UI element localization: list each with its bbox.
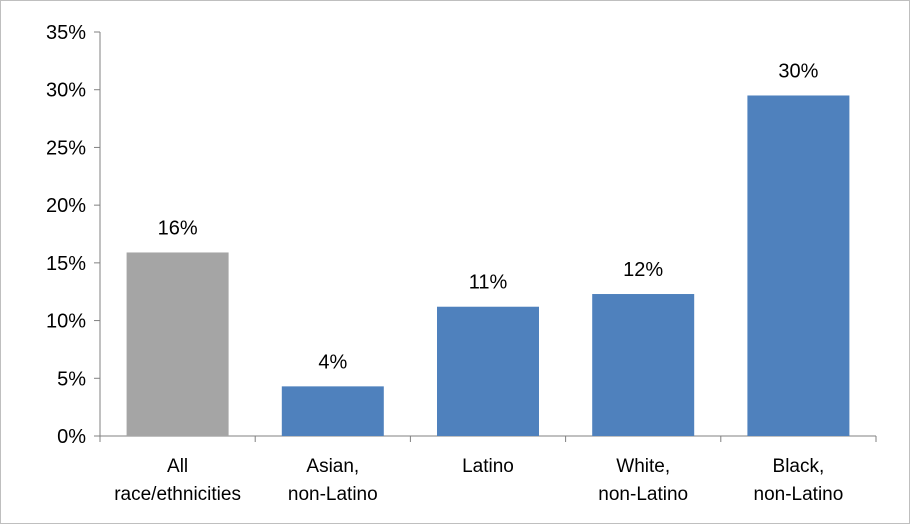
bar — [126, 252, 229, 436]
category-label: non-Latino — [288, 484, 378, 505]
y-tick-label: 10% — [46, 311, 86, 333]
data-label: 4% — [318, 351, 347, 373]
data-label: 30% — [778, 60, 818, 82]
category-label: non-Latino — [754, 484, 844, 505]
bar — [747, 95, 850, 436]
bar — [281, 386, 384, 436]
y-tick-label: 25% — [46, 137, 86, 159]
data-label: 12% — [623, 259, 663, 281]
category-label: Latino — [462, 456, 514, 477]
category-label: non-Latino — [598, 484, 688, 505]
y-tick-label: 15% — [46, 253, 86, 275]
category-label: Black, — [773, 456, 825, 477]
y-tick-label: 0% — [57, 426, 86, 448]
bar — [437, 306, 539, 436]
data-label: 16% — [158, 217, 198, 239]
category-label: All — [167, 456, 188, 477]
y-tick-label: 5% — [57, 368, 86, 390]
data-label: 11% — [469, 272, 508, 294]
category-label: Asian, — [306, 456, 359, 477]
category-label: White, — [616, 456, 670, 477]
bar — [592, 294, 695, 436]
y-tick-label: 35% — [46, 22, 86, 44]
y-tick-label: 20% — [46, 195, 86, 217]
y-tick-label: 30% — [46, 80, 86, 102]
category-label: race/ethnicities — [114, 484, 241, 505]
